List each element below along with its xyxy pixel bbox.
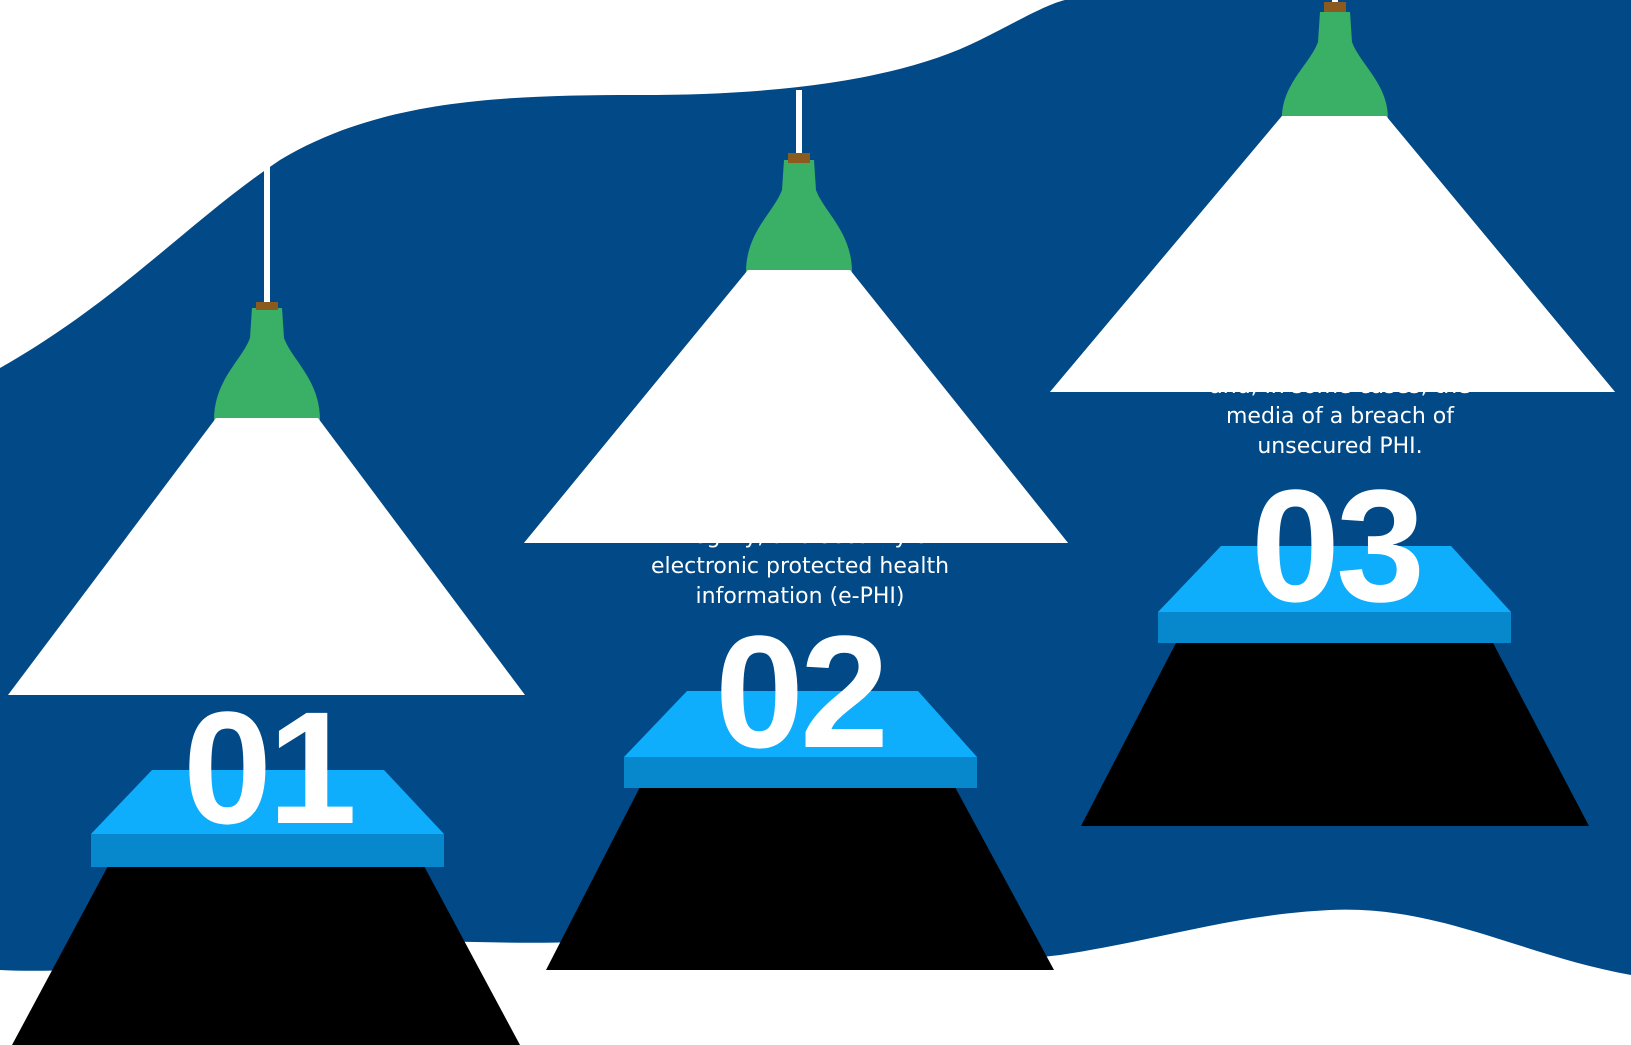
step-3-caption: and, in some cases, the media of a breac… [1209,374,1471,459]
pedestal-icon [91,770,444,834]
lamp-2-shade [524,270,1068,543]
step-2-number: 02 [715,602,889,781]
lamp-1 [8,165,525,695]
pedestal-3-front [1158,612,1511,643]
lamp-2 [524,90,1068,543]
lamp-2-cap [788,153,810,163]
step-3-number: 03 [1251,456,1425,635]
pendant-lamp-icon [746,160,852,272]
lamp-3 [1050,0,1615,392]
lamp-2-cord [796,90,802,155]
pedestal-2-shadow [546,787,1054,970]
pedestal-1-shadow [12,866,520,1045]
pedestal-3-shadow [1081,641,1589,826]
pedestal-1-front [91,834,444,867]
step-2-caption: integrity, and security of electronic pr… [650,524,950,609]
pendant-lamp-icon [1282,12,1388,118]
lamp-1-cap [256,302,278,310]
lamp-3-shade [1050,116,1615,392]
pendant-lamp-icon [214,308,320,420]
pedestal-icon [624,691,977,757]
pedestal-2-front [624,757,977,788]
lamp-3-cap [1324,2,1346,12]
pedestal-3 [1081,546,1589,826]
lamp-1-shade [8,418,525,695]
pedestal-icon [1158,546,1511,612]
pedestal-2 [546,691,1054,970]
step-1-number: 01 [183,678,357,857]
lamp-1-cord [264,165,270,310]
pedestal-1 [12,770,520,1045]
